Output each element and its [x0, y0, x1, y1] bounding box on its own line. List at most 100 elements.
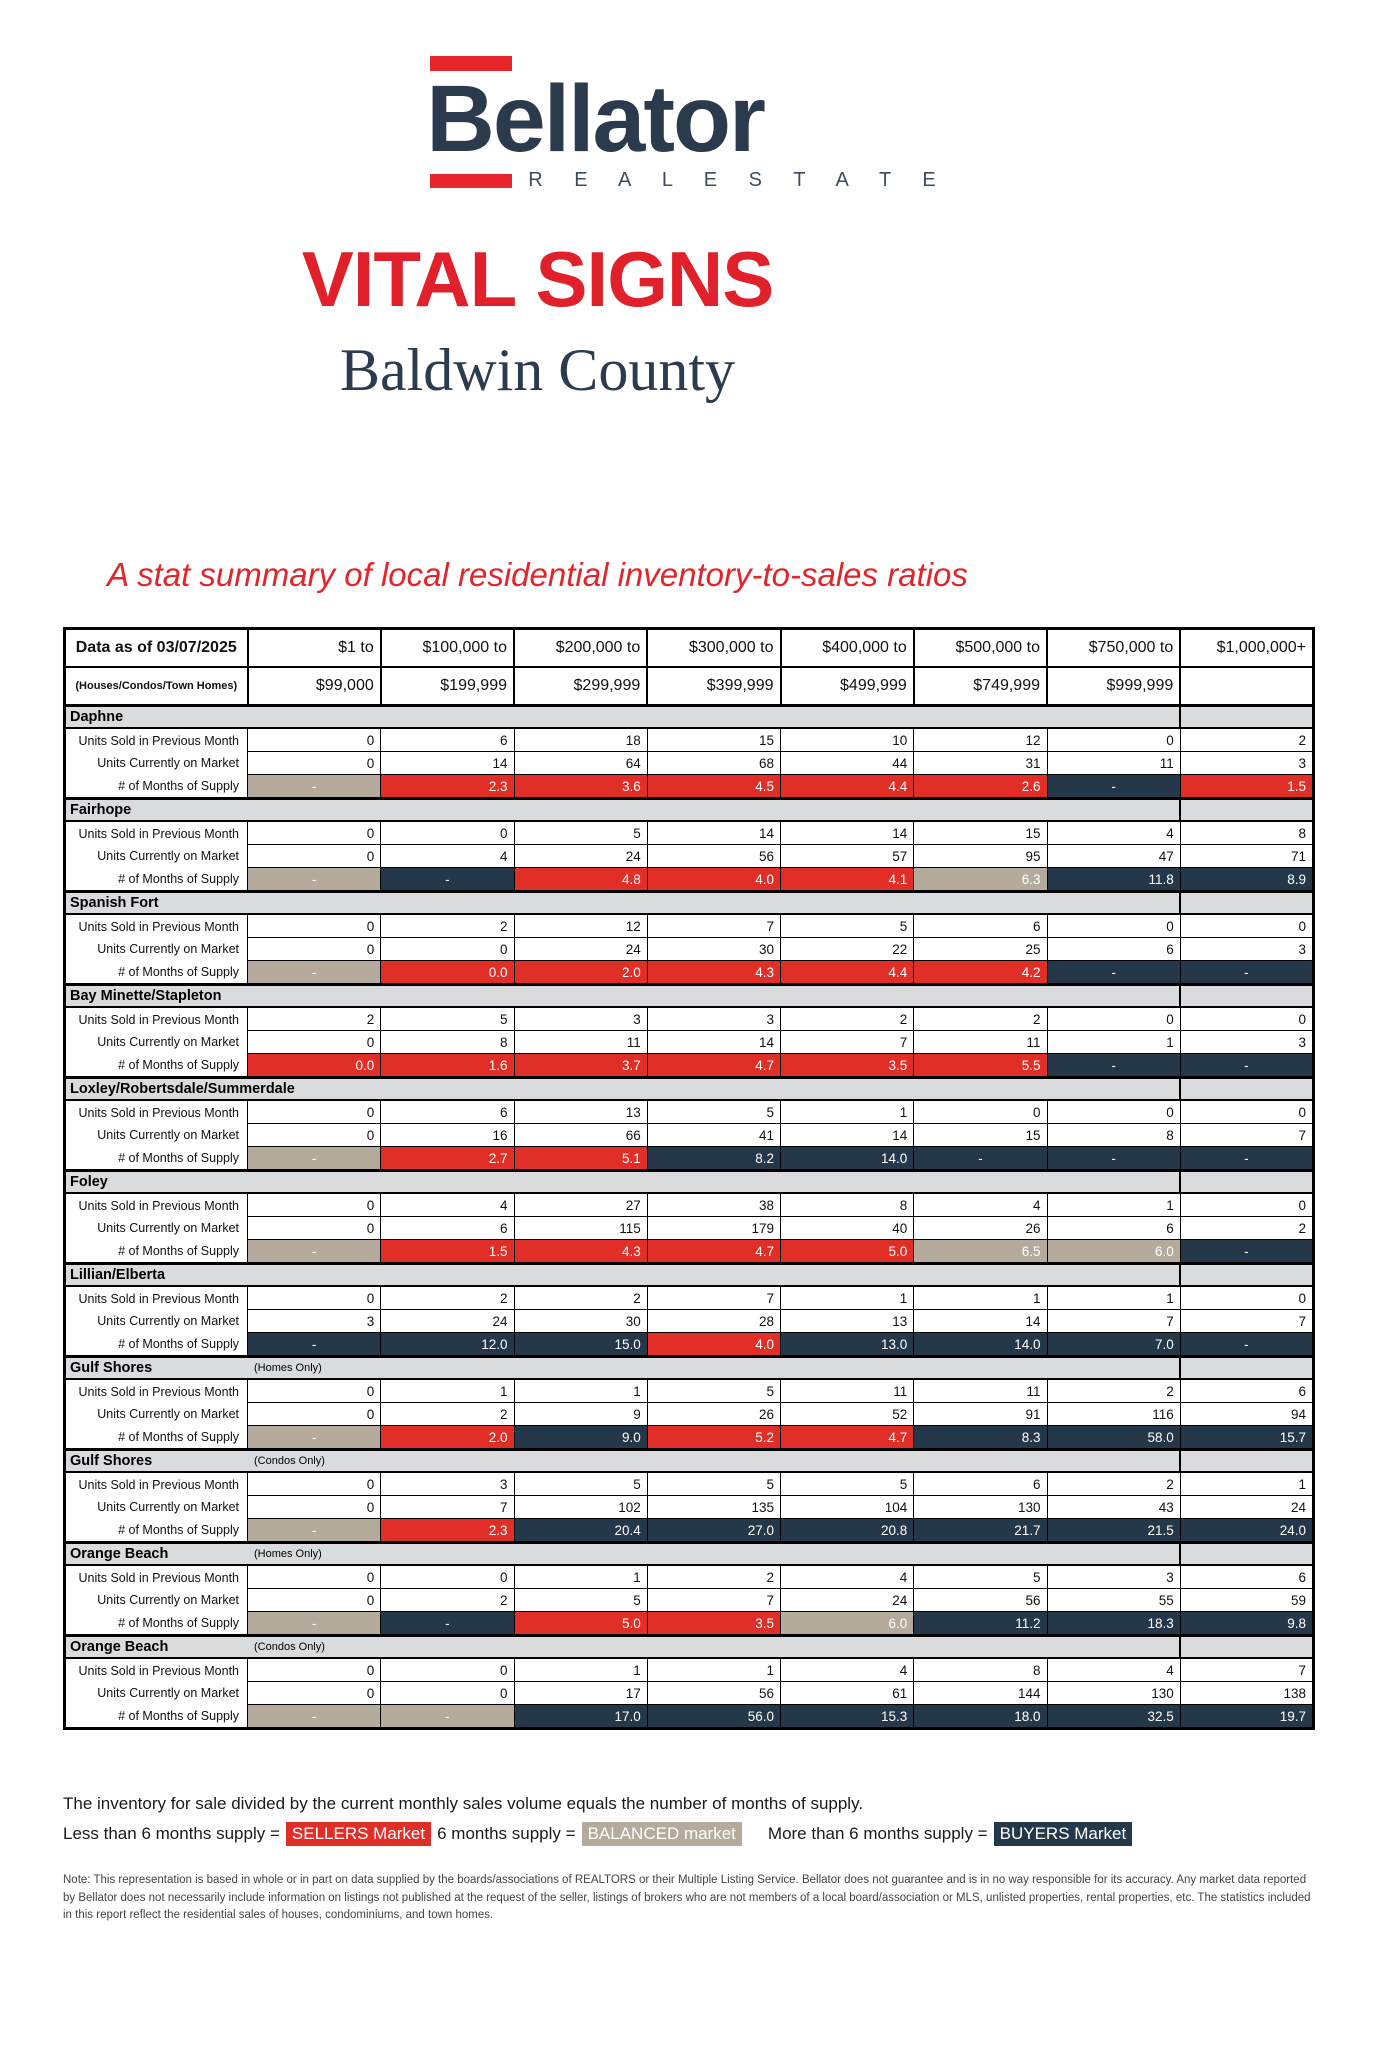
supply-cell: 12.0 — [380, 1332, 515, 1358]
units-sold-cell: 4 — [1046, 1657, 1181, 1683]
units-sold-cell: 0 — [1179, 1006, 1315, 1032]
units-market-cell: 11 — [1046, 751, 1181, 776]
section-note: (Condos Only) — [254, 1641, 325, 1654]
supply-cell: 4.7 — [646, 1053, 782, 1079]
supply-cell: 13.0 — [779, 1332, 915, 1358]
units-sold-cell: 18 — [513, 727, 648, 753]
supply-cell: - — [1046, 774, 1181, 800]
supply-cell: 58.0 — [1046, 1425, 1181, 1451]
units-market-cell: 2 — [380, 1402, 515, 1427]
units-market-cell: 5 — [513, 1588, 648, 1613]
units-market-cell: 24 — [380, 1309, 515, 1334]
supply-cell: 6.0 — [779, 1611, 915, 1637]
units-sold-cell: 8 — [779, 1192, 915, 1218]
units-market-cell: 57 — [779, 844, 915, 869]
row-label: # of Months of Supply — [64, 774, 248, 799]
supply-cell: 6.3 — [913, 867, 1048, 893]
supply-cell: 56.0 — [646, 1704, 782, 1730]
supply-cell: 4.1 — [779, 867, 915, 893]
units-market-cell: 25 — [913, 937, 1048, 962]
section-note: (Condos Only) — [254, 1455, 325, 1468]
row-label: # of Months of Supply — [64, 1053, 248, 1078]
supply-cell: - — [246, 960, 382, 986]
supply-cell: 27.0 — [646, 1518, 782, 1544]
row-label: # of Months of Supply — [64, 1425, 248, 1450]
supply-cell: 3.7 — [513, 1053, 648, 1079]
supply-cell: 4.3 — [646, 960, 782, 986]
units-sold-cell: 0 — [246, 1471, 382, 1497]
price-col-header: $999,999 — [1045, 666, 1182, 708]
legend-buyers-label: More than 6 months supply = — [767, 1824, 988, 1844]
row-label: # of Months of Supply — [64, 867, 248, 892]
supply-cell: - — [1179, 1332, 1315, 1358]
units-sold-cell: 5 — [513, 1471, 648, 1497]
supply-cell: 4.8 — [513, 867, 648, 893]
price-col-header: $750,000 to — [1045, 627, 1182, 669]
supply-cell: - — [1179, 1053, 1315, 1079]
supply-cell: - — [913, 1146, 1048, 1172]
row-label: # of Months of Supply — [64, 1611, 248, 1636]
units-sold-cell: 1 — [380, 1378, 515, 1404]
units-sold-cell: 4 — [913, 1192, 1048, 1218]
units-sold-cell: 1 — [513, 1564, 648, 1590]
units-sold-cell: 5 — [646, 1471, 782, 1497]
units-market-cell: 115 — [513, 1216, 648, 1241]
supply-cell: 6.5 — [913, 1239, 1048, 1265]
row-label: Units Currently on Market — [64, 1681, 248, 1705]
supply-cell: - — [246, 1239, 382, 1265]
units-sold-cell: 15 — [646, 727, 782, 753]
units-market-cell: 0 — [246, 1681, 382, 1706]
units-market-cell: 8 — [380, 1030, 515, 1055]
supply-cell: 2.0 — [380, 1425, 515, 1451]
units-sold-cell: 0 — [380, 820, 515, 846]
units-market-cell: 17 — [513, 1681, 648, 1706]
units-market-cell: 26 — [913, 1216, 1048, 1241]
units-sold-cell: 2 — [913, 1006, 1048, 1032]
section-name: Fairhope — [70, 802, 132, 819]
section-header: Spanish Fort — [64, 890, 1181, 916]
units-sold-cell: 1 — [646, 1657, 782, 1683]
row-label: Units Sold in Previous Month — [64, 1286, 248, 1310]
section-header-spacer — [1179, 1634, 1315, 1660]
price-col-header: $1,000,000+ — [1179, 627, 1315, 669]
supply-cell: 14.0 — [913, 1332, 1048, 1358]
units-sold-cell: 6 — [1179, 1564, 1315, 1590]
units-sold-cell: 1 — [779, 1099, 915, 1125]
supply-cell: 2.3 — [380, 1518, 515, 1544]
units-sold-cell: 5 — [646, 1099, 782, 1125]
supply-cell: 9.0 — [513, 1425, 648, 1451]
units-sold-cell: 0 — [1179, 1099, 1315, 1125]
supply-cell: 3.5 — [779, 1053, 915, 1079]
brand-tagline: R E A L E S T A T E — [528, 169, 949, 192]
units-sold-cell: 0 — [246, 1285, 382, 1311]
supply-cell: 4.0 — [646, 1332, 782, 1358]
units-sold-cell: 13 — [513, 1099, 648, 1125]
units-sold-cell: 1 — [913, 1285, 1048, 1311]
supply-cell: - — [246, 1146, 382, 1172]
logo-red-bar-top — [430, 56, 513, 71]
county-title: Baldwin County — [339, 337, 735, 404]
units-market-cell: 14 — [913, 1309, 1048, 1334]
units-market-cell: 7 — [1179, 1123, 1315, 1148]
units-market-cell: 30 — [513, 1309, 648, 1334]
row-label: Units Currently on Market — [64, 844, 248, 868]
units-market-cell: 6 — [1046, 937, 1181, 962]
supply-cell: 5.1 — [513, 1146, 648, 1172]
units-market-cell: 68 — [646, 751, 782, 776]
row-label: Units Sold in Previous Month — [64, 1193, 248, 1217]
supply-cell: 4.4 — [779, 960, 915, 986]
units-sold-cell: 5 — [779, 913, 915, 939]
section-header: Orange Beach (Homes Only) — [64, 1541, 1181, 1567]
section-header-spacer — [1179, 1262, 1315, 1288]
units-sold-cell: 10 — [779, 727, 915, 753]
units-market-cell: 95 — [913, 844, 1048, 869]
units-sold-cell: 2 — [380, 913, 515, 939]
inventory-stats-table: Data as of 03/07/2025 $1 to $100,000 to … — [63, 627, 1315, 1731]
units-market-cell: 0 — [380, 1681, 515, 1706]
row-label: # of Months of Supply — [64, 960, 248, 985]
price-col-header: $100,000 to — [379, 627, 516, 669]
units-sold-cell: 0 — [1179, 1285, 1315, 1311]
units-market-cell: 15 — [913, 1123, 1048, 1148]
supply-cell: 5.0 — [779, 1239, 915, 1265]
units-sold-cell: 0 — [246, 913, 382, 939]
